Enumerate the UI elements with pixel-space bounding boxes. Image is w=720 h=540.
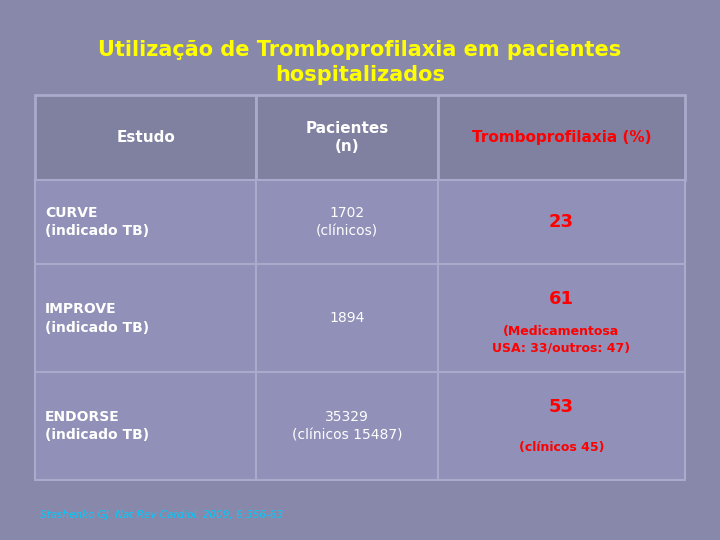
Text: 1702
(clínicos): 1702 (clínicos)	[316, 206, 378, 238]
Bar	[35, 180, 256, 265]
Bar	[256, 180, 438, 265]
Bar	[438, 372, 685, 480]
Text: hospitalizados: hospitalizados	[275, 65, 445, 85]
Text: (Medicamentosa
USA: 33/outros: 47): (Medicamentosa USA: 33/outros: 47)	[492, 326, 631, 354]
Text: Stashenko GJ. Nat Rev Cardiol. 2009; 6:356-63: Stashenko GJ. Nat Rev Cardiol. 2009; 6:3…	[40, 510, 283, 520]
Bar	[35, 95, 256, 180]
Text: IMPROVE
(indicado TB): IMPROVE (indicado TB)	[45, 302, 149, 334]
Text: (clínicos 45): (clínicos 45)	[518, 441, 604, 454]
Text: Tromboprofilaxia (%): Tromboprofilaxia (%)	[472, 130, 652, 145]
Text: Estudo: Estudo	[116, 130, 175, 145]
Text: 61: 61	[549, 290, 574, 308]
Text: Utilização de Tromboprofilaxia em pacientes: Utilização de Tromboprofilaxia em pacien…	[99, 40, 621, 60]
Text: ENDORSE
(indicado TB): ENDORSE (indicado TB)	[45, 410, 149, 442]
Text: 1894: 1894	[329, 311, 365, 325]
Text: 35329
(clínicos 15487): 35329 (clínicos 15487)	[292, 410, 402, 442]
Bar	[35, 372, 256, 480]
Bar	[438, 95, 685, 180]
Bar	[256, 265, 438, 372]
Text: 53: 53	[549, 397, 574, 416]
Bar	[256, 372, 438, 480]
Bar	[35, 265, 256, 372]
Bar	[438, 265, 685, 372]
Text: CURVE
(indicado TB): CURVE (indicado TB)	[45, 206, 149, 238]
Text: 23: 23	[549, 213, 574, 231]
Text: Pacientes
(n): Pacientes (n)	[305, 120, 389, 154]
Bar	[256, 95, 438, 180]
Bar	[438, 180, 685, 265]
